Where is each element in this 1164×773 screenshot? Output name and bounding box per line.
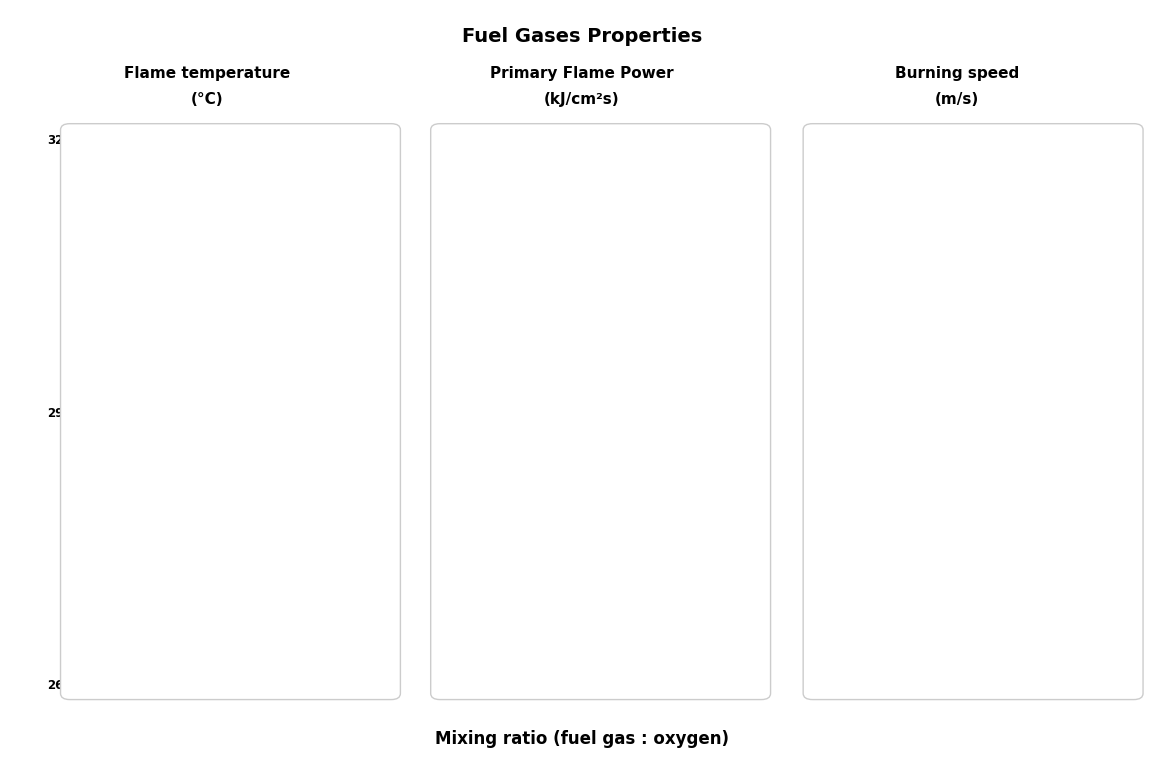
Text: (°C): (°C) xyxy=(191,92,223,107)
Text: Ethylene: Ethylene xyxy=(147,411,194,421)
Text: Propylene: Propylene xyxy=(603,594,659,604)
Text: Methylacetylene-
propylene
mixture: Methylacetylene- propylene mixture xyxy=(1013,400,1108,432)
Text: Primary Flame Power: Primary Flame Power xyxy=(490,66,674,81)
Text: Propane: Propane xyxy=(226,486,271,496)
Text: (m/s): (m/s) xyxy=(935,92,979,107)
Text: Acetylene: Acetylene xyxy=(541,230,596,240)
Text: Methylacetylene-
propylene
mixture: Methylacetylene- propylene mixture xyxy=(221,384,317,417)
Text: Methylacetylene-
propylene
mixture: Methylacetylene- propylene mixture xyxy=(611,409,707,441)
Text: Ethylene: Ethylene xyxy=(889,397,937,407)
Text: Methane: Methane xyxy=(118,591,165,601)
Text: Methane: Methane xyxy=(488,625,535,635)
Text: (kJ/cm²s): (kJ/cm²s) xyxy=(545,92,619,107)
Text: Burning speed: Burning speed xyxy=(895,66,1018,81)
Text: Ethylene: Ethylene xyxy=(526,464,575,474)
Text: Acetylene: Acetylene xyxy=(189,261,243,271)
Text: Acetylene: Acetylene xyxy=(934,207,988,216)
Text: Propane: Propane xyxy=(1045,491,1092,501)
Text: Fuel Gases Properties: Fuel Gases Properties xyxy=(462,27,702,46)
Text: Propylene: Propylene xyxy=(1039,463,1095,473)
Text: Mixing ratio (fuel gas : oxygen): Mixing ratio (fuel gas : oxygen) xyxy=(435,730,729,748)
Text: Propane: Propane xyxy=(652,532,698,542)
Text: Methane: Methane xyxy=(860,536,908,546)
Text: Propylene: Propylene xyxy=(248,446,304,455)
Text: Flame temperature: Flame temperature xyxy=(125,66,290,81)
